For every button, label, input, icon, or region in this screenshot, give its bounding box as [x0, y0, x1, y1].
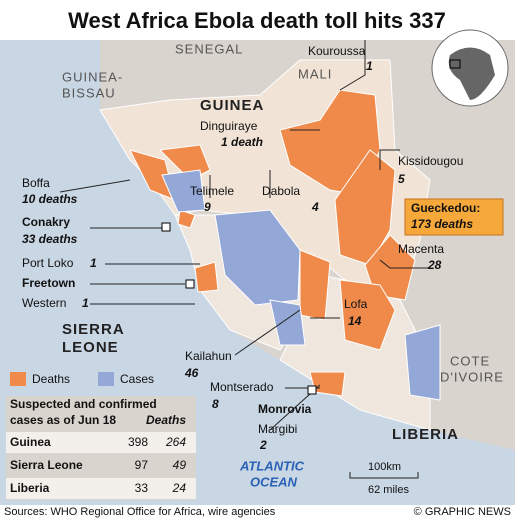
label: 24 [172, 481, 187, 495]
label: 1 [82, 296, 89, 310]
label: Monrovia [258, 402, 312, 416]
label: 8 [212, 397, 219, 411]
death-area [309, 371, 346, 397]
capital-marker [161, 222, 171, 232]
shape [339, 40, 366, 91]
label: Suspected and confirmed [10, 397, 157, 411]
table-row [6, 478, 196, 499]
death-area [334, 149, 396, 266]
label: 173 deaths [411, 217, 473, 231]
label: SENEGAL [175, 41, 243, 56]
label: 1 [366, 59, 373, 73]
label: OCEAN [250, 474, 298, 489]
label: LEONE [62, 339, 119, 356]
label: 4 [311, 200, 319, 214]
label: 264 [165, 435, 186, 449]
label: MALI [298, 66, 332, 81]
label: Sierra Leone [10, 458, 83, 472]
label: D'IVOIRE [440, 369, 504, 384]
label: Western [22, 296, 66, 310]
label: Liberia [10, 481, 50, 495]
legend-swatch [10, 372, 26, 386]
shape [379, 149, 400, 170]
case-area [214, 209, 301, 306]
label: GUINEA [200, 97, 264, 114]
label: Montserado [210, 380, 274, 394]
label: Port Loko [22, 256, 74, 270]
locator-box [449, 59, 461, 69]
shape [59, 179, 131, 193]
death-area [194, 261, 219, 293]
label: 100km [368, 461, 401, 473]
title: West Africa Ebola death toll hits 337 [68, 8, 446, 33]
highlight-box [404, 198, 504, 236]
label: 33 [135, 481, 149, 495]
label: 46 [184, 366, 199, 380]
label: 97 [135, 458, 149, 472]
label: cases as of Jun 18 [10, 413, 116, 427]
death-area [177, 209, 196, 229]
table-row [6, 432, 196, 453]
label: Dinguiraye [200, 119, 258, 133]
label: Macenta [398, 242, 444, 256]
label: 1 death [221, 135, 263, 149]
death-area [299, 249, 331, 321]
leader-lines [59, 40, 430, 431]
label: Freetown [22, 276, 75, 290]
label: © GRAPHIC NEWS [414, 506, 511, 518]
label: Guinea [10, 435, 51, 449]
label: 62 miles [368, 484, 409, 496]
label: 5 [398, 172, 405, 186]
case-area [404, 324, 441, 401]
label: Telimele [190, 184, 234, 198]
label: Cases [120, 372, 154, 386]
label: 33 deaths [22, 232, 78, 246]
label: Margibi [258, 422, 297, 436]
label: COTE [450, 353, 490, 368]
label: Deaths [146, 413, 186, 427]
death-area [339, 279, 396, 351]
case-area [269, 299, 306, 346]
label: ATLANTIC [239, 458, 305, 473]
label: Lofa [344, 297, 368, 311]
label: 398 [128, 435, 148, 449]
label: Boffa [22, 176, 50, 190]
label: GUINEA- [62, 69, 123, 84]
ocean [0, 40, 515, 505]
capital-marker [185, 279, 195, 289]
label: Gueckedou: [411, 201, 480, 215]
label: 49 [173, 458, 187, 472]
capital-marker [307, 385, 317, 395]
label: 14 [348, 314, 362, 328]
shape [234, 309, 301, 356]
label: Kouroussa [308, 44, 366, 58]
label: Conakry [22, 215, 70, 229]
label: 2 [259, 438, 267, 452]
label: 28 [427, 258, 442, 272]
label: SIERRA [62, 321, 125, 338]
case-area [161, 169, 206, 213]
label: LIBERIA [392, 426, 459, 443]
legend-swatch [98, 372, 114, 386]
label: Dabola [262, 184, 300, 198]
label: BISSAU [62, 85, 116, 100]
scale-bar [349, 472, 419, 479]
label: 9 [204, 200, 211, 214]
label: Kailahun [185, 349, 232, 363]
deaths-areas [129, 89, 416, 397]
label: Deaths [32, 372, 70, 386]
label: Sources: WHO Regional Office for Africa,… [4, 506, 276, 518]
cases-areas [161, 169, 441, 401]
shape [379, 259, 430, 269]
label: 10 deaths [22, 192, 78, 206]
label: 1 [90, 256, 97, 270]
label: Kissidougou [398, 154, 463, 168]
